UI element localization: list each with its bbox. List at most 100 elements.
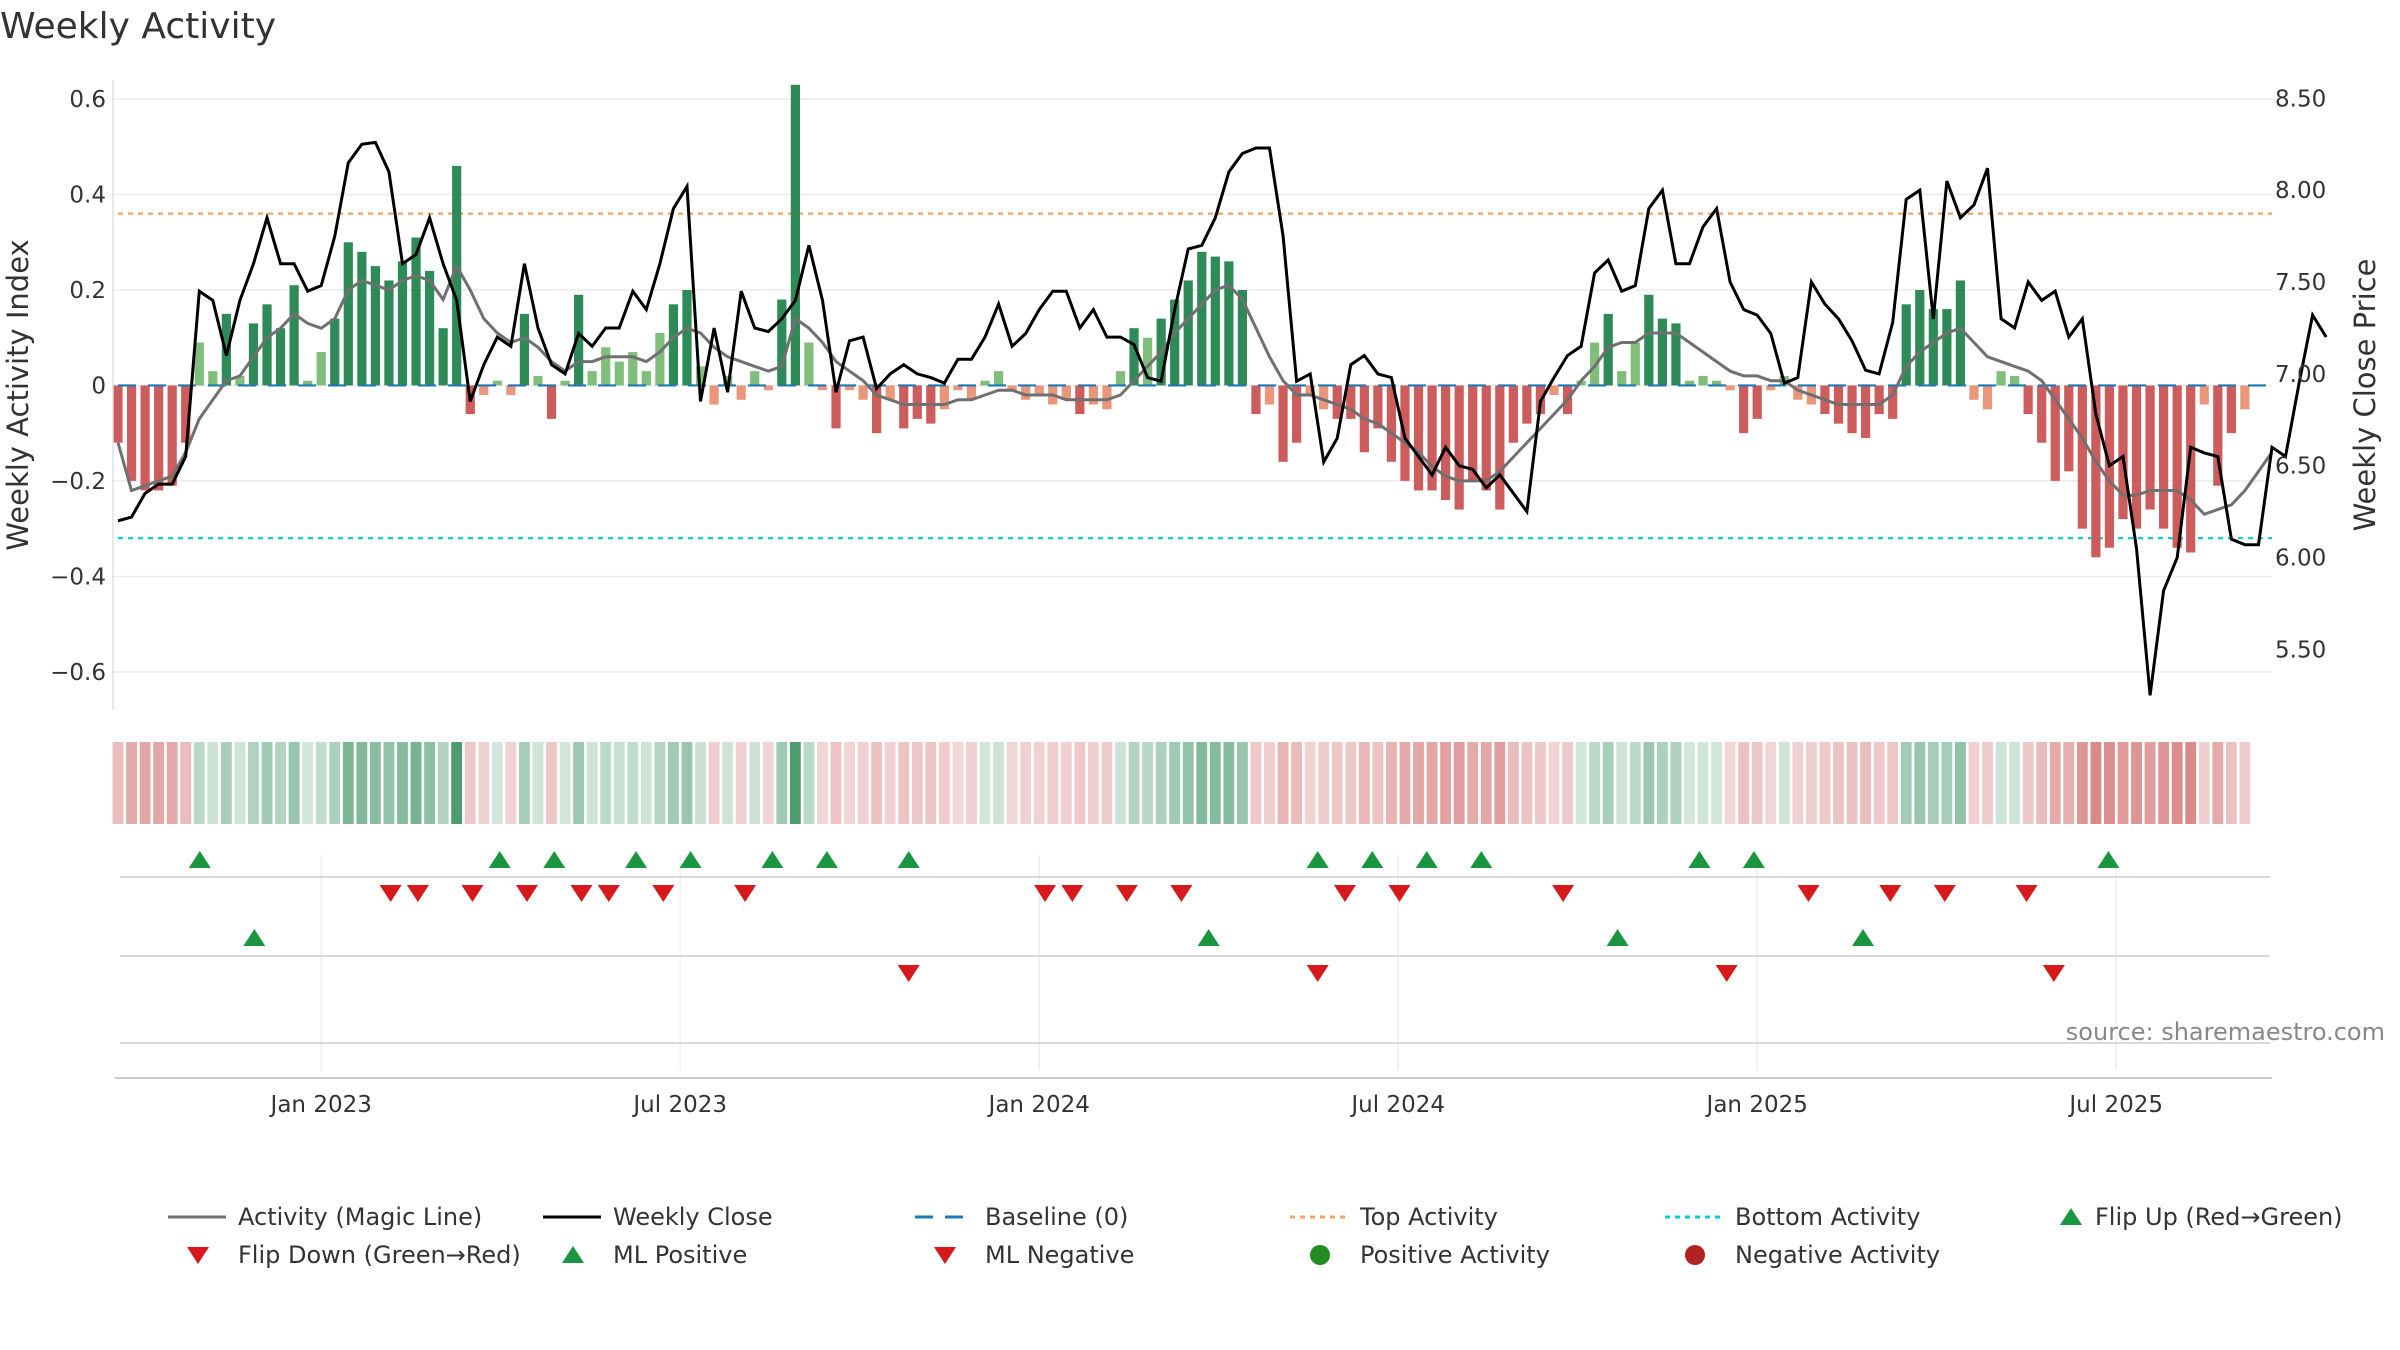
activity-bar <box>2240 385 2250 410</box>
y-left-tick-label: 0 <box>91 373 106 399</box>
heat-cell <box>1304 742 1316 824</box>
heat-cell <box>126 742 137 824</box>
heat-cell <box>817 742 828 824</box>
activity-bar <box>2118 385 2128 520</box>
flip-down-marker <box>570 885 593 902</box>
heat-cell <box>1589 742 1601 824</box>
heat-cell <box>315 742 327 824</box>
activity-bar <box>858 385 868 400</box>
legend-label: ML Positive <box>613 1241 747 1269</box>
y-right-tick-label: 8.00 <box>2275 178 2326 204</box>
activity-bar <box>1711 380 1722 386</box>
activity-bar <box>316 352 326 386</box>
weekly-close-line <box>117 140 2328 696</box>
heat-cell <box>1629 742 1641 824</box>
heat-cell <box>1982 742 1993 824</box>
heat-cell <box>1331 742 1343 824</box>
flip-marker-panel: Jan 2023 Jul 2023 Jan 2024 Jul 2024 Jan 2025… <box>115 851 2272 1264</box>
activity-bar <box>154 385 164 491</box>
heat-cell <box>518 742 530 824</box>
flip-down-marker <box>1034 885 1057 902</box>
activity-bar <box>628 352 638 386</box>
heat-cell <box>2049 742 2061 824</box>
heat-cell <box>491 742 503 824</box>
heat-cell <box>857 742 869 824</box>
heat-cell <box>139 742 151 824</box>
heat-cell <box>410 742 422 824</box>
heat-cell <box>383 742 395 824</box>
activity-bars <box>113 84 2272 558</box>
activity-bar <box>1332 385 1342 419</box>
activity-bar <box>641 371 651 386</box>
activity-bar <box>601 347 611 386</box>
heat-cell <box>695 742 706 824</box>
heat-cell <box>166 742 178 824</box>
heat-cell <box>668 742 679 824</box>
activity-bar <box>2159 385 2169 529</box>
heat-cell <box>2009 742 2021 824</box>
flip-up-marker <box>488 851 511 868</box>
heat-cell <box>1060 742 1072 824</box>
activity-bar <box>330 318 340 386</box>
heat-cell <box>1819 742 1831 824</box>
activity-bar <box>1373 385 1383 429</box>
source-note: source: sharemaestro.com <box>2066 1018 2385 1046</box>
heat-cell <box>1291 742 1303 824</box>
activity-bar <box>1955 280 1966 386</box>
activity-bar <box>1915 290 1925 386</box>
activity-bar <box>397 261 408 386</box>
heat-cell <box>2022 742 2034 824</box>
heat-cell <box>966 742 977 824</box>
activity-bar <box>1549 385 1559 395</box>
heat-cell <box>844 742 855 824</box>
activity-bar <box>573 294 584 386</box>
activity-bar <box>1088 385 1099 405</box>
heat-cell <box>1440 742 1452 824</box>
flip-up-marker <box>1742 851 1765 868</box>
activity-heat-strip <box>112 742 2251 824</box>
heat-cell <box>1535 742 1546 824</box>
heat-cell <box>925 742 937 824</box>
legend-swatch-negative-activity <box>1685 1245 1705 1265</box>
flip-up-marker <box>625 851 648 868</box>
activity-bar <box>1847 385 1857 434</box>
heat-cell <box>1386 742 1397 824</box>
y-left-tick-label: 0.4 <box>69 183 106 209</box>
activity-bar <box>1427 385 1437 491</box>
heat-cell <box>1846 742 1858 824</box>
legend-label: Top Activity <box>1359 1203 1498 1231</box>
threshold-lines <box>118 212 2272 540</box>
activity-bar <box>614 361 624 386</box>
activity-bar <box>790 84 800 386</box>
heat-cell <box>1602 742 1614 824</box>
activity-bar <box>1142 337 1153 386</box>
activity-bar <box>2091 385 2101 558</box>
legend-swatch-ml-negative <box>934 1247 956 1264</box>
activity-bar <box>452 165 462 386</box>
flip-down-marker <box>1552 885 1575 902</box>
heat-cell <box>654 742 666 824</box>
legend-swatch-ml-positive <box>562 1246 584 1263</box>
heat-cell <box>288 742 300 824</box>
activity-bar <box>1725 385 1735 391</box>
heat-cell <box>2036 742 2048 824</box>
activity-bar <box>560 380 570 386</box>
heat-cell <box>776 742 788 824</box>
activity-bar <box>2226 385 2236 434</box>
heat-cell <box>1670 742 1682 824</box>
heat-cell <box>708 742 720 824</box>
heat-cell <box>722 742 734 824</box>
heat-cell <box>1264 742 1275 824</box>
flip-down-marker <box>1879 885 1902 902</box>
heat-cell <box>1697 742 1709 824</box>
heat-cell <box>1954 742 1966 824</box>
heat-cell <box>1101 742 1113 824</box>
activity-bar <box>831 385 841 429</box>
flip-down-marker <box>461 885 484 902</box>
heat-cell <box>1399 742 1411 824</box>
heat-cell <box>1778 742 1790 824</box>
y-left-tick-label: 0.2 <box>69 278 106 304</box>
heat-cell <box>911 742 923 824</box>
activity-bar <box>885 385 895 400</box>
activity-bar <box>1481 385 1491 491</box>
